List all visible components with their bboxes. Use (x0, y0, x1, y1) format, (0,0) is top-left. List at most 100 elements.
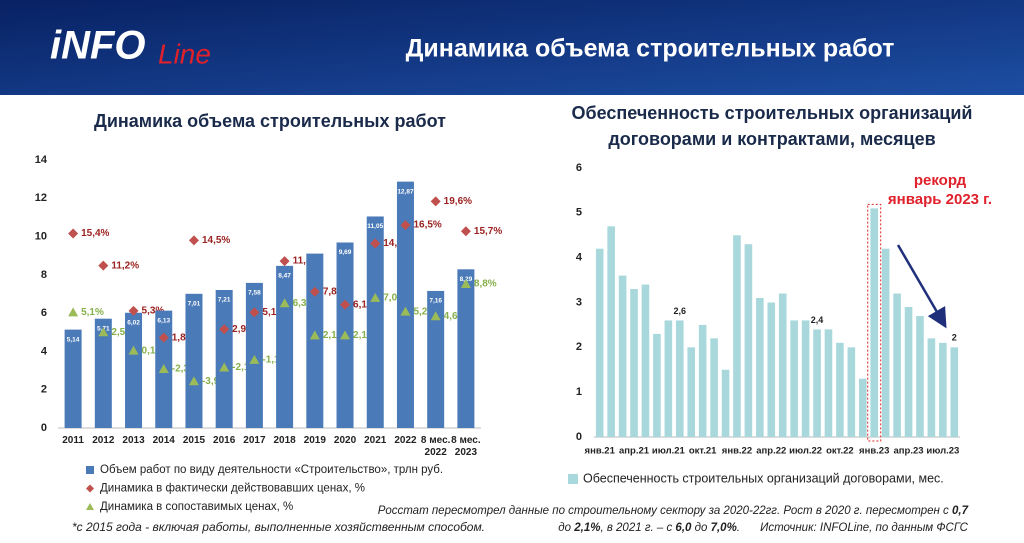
y-tick-label: 2 (41, 384, 47, 396)
y-tick-label: 1 (576, 386, 582, 398)
legend-swatch (86, 484, 94, 493)
value-label: -2,3% (172, 364, 198, 375)
marker (68, 228, 79, 239)
marker (249, 354, 260, 364)
bar (618, 275, 627, 437)
bar (306, 253, 324, 428)
value-label: -3,9% (202, 376, 228, 387)
arrow (896, 244, 947, 329)
marker (370, 292, 381, 302)
note-part: до (558, 522, 574, 534)
page-title: Динамика объема строительных работ (406, 35, 895, 63)
marker (309, 286, 320, 297)
marker (340, 299, 351, 310)
marker (430, 311, 441, 321)
x-tick-label: 2016 (213, 435, 236, 446)
value-label: 6,13 (157, 317, 170, 324)
value-label: -2,1% (232, 362, 258, 373)
bar (950, 347, 959, 437)
legend-swatch (86, 466, 94, 474)
marker (400, 306, 411, 316)
marker (68, 307, 79, 317)
value-label: 8,47 (278, 273, 291, 280)
value-label: 2,9% (232, 324, 255, 335)
bar (801, 320, 810, 437)
note-part: . (737, 522, 740, 534)
x-tick-label: 8 мес. 2023 (451, 435, 481, 458)
bar (641, 284, 650, 437)
x-tick-label: июл.21 (652, 446, 686, 457)
marker (430, 196, 441, 207)
value-label: 0,1% (142, 345, 165, 356)
bar (457, 269, 475, 428)
bar (607, 226, 615, 437)
note-part: 0,7 (952, 505, 969, 517)
x-tick-label: 2015 (182, 435, 206, 446)
x-tick-label: 8 мес. 2022 (420, 435, 451, 458)
bar (427, 290, 445, 428)
value-label: 12,87 (397, 188, 414, 195)
legend-swatch (568, 474, 578, 484)
bar (698, 324, 707, 437)
bar (733, 235, 741, 437)
value-label: 5,3% (142, 305, 165, 316)
value-label: 6,3% (293, 298, 316, 309)
y-tick-label: 5 (576, 207, 582, 219)
marker (158, 332, 169, 343)
marker (460, 279, 471, 289)
value-label: 9,69 (339, 249, 352, 256)
legend-label: Объем работ по виду деятельности «Строит… (100, 464, 443, 476)
bar (858, 378, 867, 437)
marker (188, 376, 199, 386)
bar (778, 293, 787, 437)
marker (249, 307, 260, 318)
value-label: 2,1% (323, 330, 346, 341)
x-tick-label: апр.23 (894, 446, 924, 457)
x-tick-label: апр.22 (756, 446, 786, 457)
bar (824, 329, 833, 437)
marker (128, 345, 139, 355)
value-label: 5,2% (413, 306, 436, 317)
chart-title: Динамика объема строительных работ (94, 111, 446, 131)
x-tick-label: 2011 (62, 435, 84, 446)
logo: Line (158, 38, 211, 69)
bar (595, 248, 604, 437)
bar (813, 329, 821, 437)
value-label: 7,21 (218, 297, 231, 304)
x-tick-label: 2018 (273, 435, 296, 446)
y-tick-label: 8 (41, 269, 47, 281)
value-label: 14,5% (202, 235, 230, 246)
y-tick-label: 0 (41, 422, 47, 434)
chart-title: договорами и контрактами, месяцев (608, 129, 935, 149)
value-label: 8,8% (474, 279, 497, 290)
value-label: 5,1% (262, 307, 285, 318)
bar (653, 333, 661, 437)
marker (279, 256, 290, 267)
header-band (0, 0, 1024, 95)
value-label: 2,1% (353, 330, 376, 341)
bar (939, 342, 947, 437)
bar (756, 298, 764, 437)
note-part: Росстат пересмотрел данные по строительн… (378, 505, 952, 517)
note-part: 2,1% (573, 522, 600, 534)
marker (188, 235, 199, 246)
y-tick-label: 10 (35, 230, 47, 242)
y-tick-label: 4 (576, 252, 583, 264)
value-label: 4,6% (444, 311, 467, 322)
y-tick-label: 12 (35, 192, 47, 204)
bar (185, 293, 203, 428)
value-label: 19,6% (444, 196, 472, 207)
note-part: 7,0% (711, 522, 737, 534)
footnote: *с 2015 года - включая работы, выполненн… (72, 520, 485, 534)
y-tick-label: 6 (41, 307, 47, 319)
x-tick-label: 2022 (394, 435, 417, 446)
marker (400, 220, 411, 231)
note: Росстат пересмотрел данные по строительн… (378, 505, 969, 517)
x-tick-label: 2014 (152, 435, 175, 446)
x-tick-label: 2013 (122, 435, 145, 446)
value-label: 7,01 (188, 301, 201, 308)
x-tick-label: 2019 (303, 435, 326, 446)
bar (215, 289, 233, 428)
y-tick-label: 6 (576, 162, 582, 174)
